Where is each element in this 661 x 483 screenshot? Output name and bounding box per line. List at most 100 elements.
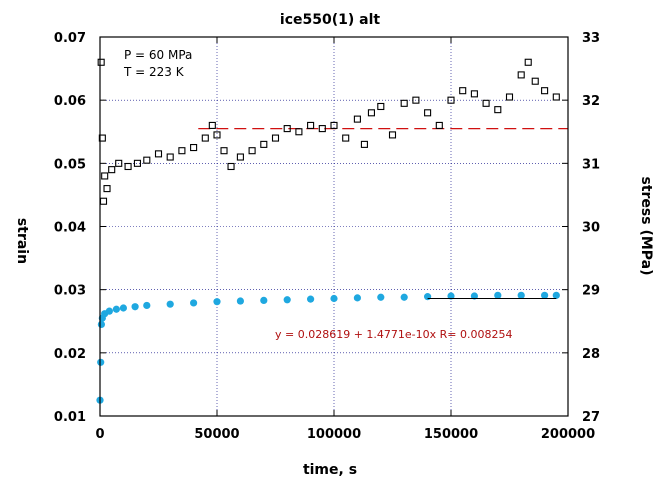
temperature-annotation: T = 223 K bbox=[123, 65, 185, 79]
y-tick-label: 0.01 bbox=[54, 410, 86, 425]
x-tick-label: 0 bbox=[95, 427, 104, 442]
stress-point bbox=[412, 96, 420, 104]
stress-point bbox=[295, 128, 303, 136]
strain-point bbox=[283, 296, 291, 304]
strain-point bbox=[97, 358, 105, 366]
strain-point bbox=[119, 304, 127, 312]
y-tick-label: 0.04 bbox=[54, 221, 86, 236]
pressure-annotation: P = 60 MPa bbox=[124, 48, 192, 62]
stress-point bbox=[400, 99, 408, 107]
strain-point bbox=[447, 292, 455, 300]
stress-point bbox=[271, 134, 280, 142]
strain-point bbox=[213, 298, 221, 306]
y2-tick-label: 33 bbox=[582, 31, 600, 46]
stress-point bbox=[447, 96, 455, 104]
strain-series bbox=[96, 291, 560, 404]
stress-point bbox=[283, 125, 291, 133]
y-tick-label: 0.07 bbox=[54, 31, 86, 46]
stress-point bbox=[143, 156, 151, 164]
strain-point bbox=[143, 301, 151, 310]
stress-point bbox=[154, 150, 163, 158]
stress-point bbox=[459, 87, 467, 95]
stress-point bbox=[103, 185, 111, 193]
y-axis-ticks: 0.01 0.02 0.03 0.04 0.05 0.06 0.07 bbox=[54, 31, 106, 425]
strain-point bbox=[330, 294, 338, 303]
stress-point bbox=[133, 159, 141, 167]
stress-point bbox=[115, 159, 123, 167]
x-axis-title: time, s bbox=[303, 462, 357, 478]
stress-point bbox=[124, 162, 132, 171]
y-tick-label: 0.06 bbox=[54, 94, 86, 109]
y2-tick-label: 29 bbox=[582, 284, 600, 299]
stress-point bbox=[213, 131, 221, 139]
strain-point bbox=[517, 291, 525, 299]
x-tick-label: 150000 bbox=[424, 427, 478, 442]
stress-point bbox=[99, 197, 108, 205]
y-tick-label: 0.02 bbox=[54, 347, 86, 362]
stress-point bbox=[494, 106, 502, 114]
stress-point bbox=[531, 77, 539, 85]
strain-point bbox=[131, 303, 139, 311]
strain-point bbox=[236, 297, 244, 305]
stress-point bbox=[208, 121, 216, 129]
strain-point bbox=[400, 293, 408, 301]
stress-point bbox=[307, 121, 315, 129]
stress-point bbox=[220, 147, 228, 155]
stress-point bbox=[248, 147, 256, 155]
stress-point bbox=[424, 109, 432, 117]
stress-series bbox=[97, 58, 560, 205]
fit-equation-label: y = 0.028619 + 1.4771e-10x R= 0.008254 bbox=[275, 328, 513, 341]
y2-tick-label: 27 bbox=[582, 410, 600, 425]
stress-point bbox=[190, 143, 198, 152]
strain-point bbox=[552, 291, 560, 299]
y2-tick-label: 30 bbox=[582, 221, 600, 236]
stress-point bbox=[435, 121, 443, 129]
stress-point bbox=[524, 58, 532, 66]
strain-point bbox=[112, 305, 120, 313]
stress-point bbox=[97, 58, 105, 66]
strain-point bbox=[190, 299, 198, 307]
y-tick-label: 0.03 bbox=[54, 284, 86, 299]
strain-point bbox=[307, 295, 315, 303]
grid bbox=[99, 36, 569, 417]
strain-point bbox=[470, 292, 478, 300]
stress-point bbox=[330, 121, 338, 129]
stress-point bbox=[377, 102, 385, 111]
stress-point bbox=[236, 153, 244, 161]
strain-point bbox=[260, 296, 268, 305]
y-axis-title: strain bbox=[14, 218, 30, 264]
stress-point bbox=[470, 90, 478, 98]
y2-tick-label: 31 bbox=[582, 157, 600, 172]
stress-point bbox=[353, 115, 361, 123]
stress-point bbox=[201, 134, 209, 142]
stress-point bbox=[342, 134, 350, 142]
y-tick-label: 0.05 bbox=[54, 157, 86, 172]
y2-tick-label: 32 bbox=[582, 94, 600, 109]
stress-point bbox=[482, 99, 490, 107]
strain-point bbox=[353, 294, 361, 302]
strain-point bbox=[424, 293, 432, 301]
stress-point bbox=[505, 93, 514, 101]
strain-point bbox=[105, 307, 113, 315]
stress-point bbox=[101, 172, 109, 180]
y2-axis-title: stress (MPa) bbox=[638, 176, 654, 275]
x-tick-label: 100000 bbox=[307, 427, 361, 442]
strain-point bbox=[494, 291, 502, 299]
stress-point bbox=[260, 140, 268, 148]
stress-point bbox=[517, 71, 525, 79]
strain-point bbox=[166, 300, 174, 308]
stress-point bbox=[367, 109, 375, 117]
stress-point bbox=[541, 87, 549, 95]
strain-point bbox=[377, 293, 385, 301]
stress-point bbox=[318, 125, 326, 133]
x-tick-label: 200000 bbox=[541, 427, 595, 442]
stress-point bbox=[360, 140, 368, 148]
stress-point bbox=[98, 134, 106, 142]
y2-axis-ticks: 27 28 29 30 31 32 33 bbox=[562, 31, 600, 425]
strain-point bbox=[541, 291, 549, 299]
stress-point bbox=[178, 147, 186, 155]
x-axis-ticks: 0 50000 100000 150000 200000 bbox=[95, 37, 595, 442]
chart-title: ice550(1) alt bbox=[280, 12, 380, 28]
stress-point bbox=[166, 153, 174, 161]
